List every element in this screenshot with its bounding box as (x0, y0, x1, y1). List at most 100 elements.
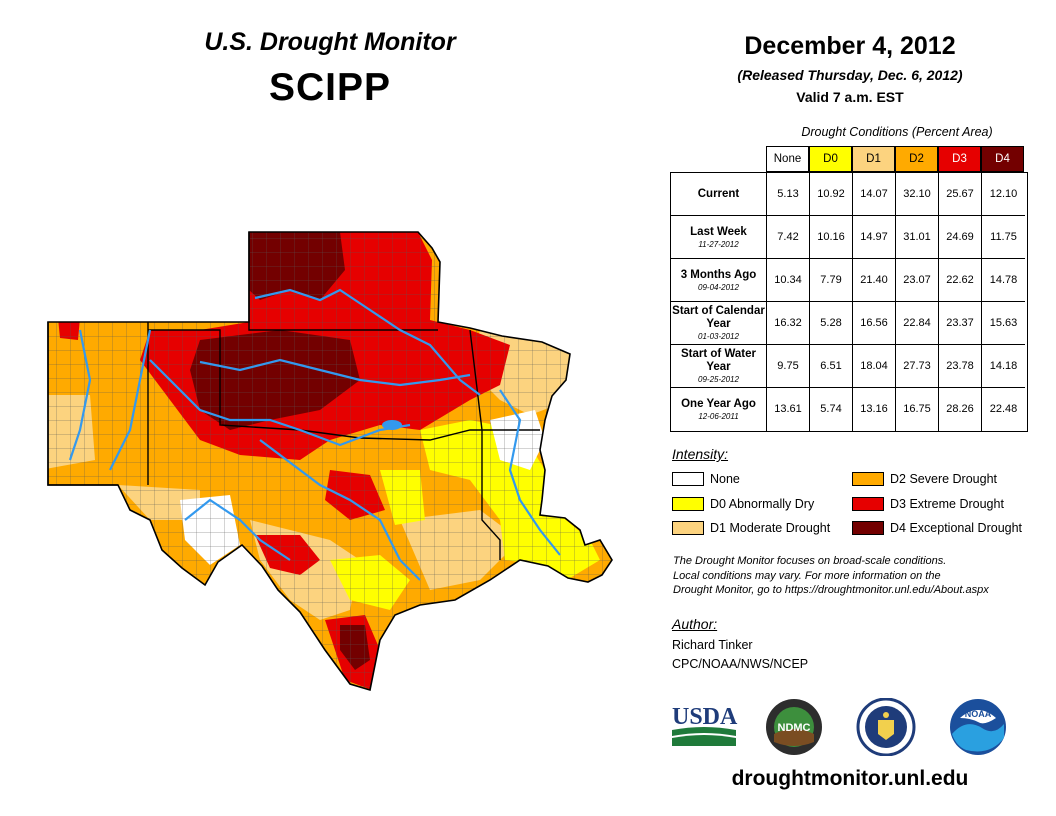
table-cell: 10.16 (810, 216, 853, 259)
col-d4: D4 (981, 146, 1024, 172)
conditions-table: Current 5.13 10.92 14.07 32.10 25.67 12.… (670, 172, 1028, 432)
border-new-mexico (47, 322, 118, 486)
conditions-title: Drought Conditions (Percent Area) (801, 125, 993, 139)
legend-label-d3: D3 Extreme Drought (890, 497, 1004, 511)
legend-title: Intensity: (672, 446, 729, 462)
table-cell: 27.73 (896, 345, 939, 388)
table-cell: 24.69 (939, 216, 982, 259)
table-cell: 5.74 (810, 388, 853, 431)
row-name: Current (697, 187, 740, 200)
table-cell: 12.10 (982, 173, 1025, 216)
table-cell: 23.07 (896, 259, 939, 302)
row-name: Start of Calendar Year (672, 305, 765, 330)
row-name: Last Week (690, 225, 747, 238)
table-cell: 28.26 (939, 388, 982, 431)
region-title: SCIPP (268, 66, 392, 109)
ndmc-logo-text: NDMC (778, 722, 811, 734)
legend-label-d4: D4 Exceptional Drought (890, 521, 1023, 535)
table-cell: 14.78 (982, 259, 1025, 302)
disclaimer-note: The Drought Monitor focuses on broad-sca… (673, 554, 1043, 598)
row-date: 09-25-2012 (698, 375, 739, 384)
table-cell: 18.04 (853, 345, 896, 388)
author-heading: Author: (672, 616, 718, 632)
valid-time: Valid 7 a.m. EST (796, 89, 904, 105)
table-cell: 16.32 (767, 302, 810, 345)
website-link[interactable]: droughtmonitor.unl.edu (731, 767, 969, 790)
usda-logo: USDA (672, 704, 738, 746)
col-d3: D3 (938, 146, 981, 172)
col-d2: D2 (895, 146, 938, 172)
table-cell: 14.97 (853, 216, 896, 259)
table-cell: 23.37 (939, 302, 982, 345)
table-cell: 32.10 (896, 173, 939, 216)
county-lines (48, 232, 612, 690)
note-line-2: Local conditions may vary. For more info… (673, 569, 941, 582)
table-cell: 10.34 (767, 259, 810, 302)
table-cell: 16.56 (853, 302, 896, 345)
table-cell: 22.84 (896, 302, 939, 345)
author-org: CPC/NOAA/NWS/NCEP (672, 657, 809, 671)
table-cell: 14.18 (982, 345, 1025, 388)
table-cell: 13.61 (767, 388, 810, 431)
table-cell: 9.75 (767, 345, 810, 388)
table-cell: 13.16 (853, 388, 896, 431)
row-date: 11-27-2012 (698, 239, 739, 249)
border-kansas (248, 232, 438, 331)
table-cell: 7.79 (810, 259, 853, 302)
monitor-title: U.S. Drought Monitor (204, 28, 456, 56)
table-cell: 23.78 (939, 345, 982, 388)
table-cell: 25.67 (939, 173, 982, 216)
col-d0: D0 (809, 146, 852, 172)
row-date: 09-04-2012 (698, 282, 739, 292)
usda-logo-text: USDA (672, 704, 738, 730)
commerce-seal-logo (856, 698, 916, 756)
table-cell: 5.13 (767, 173, 810, 216)
table-row: Start of Water Year 09-25-2012 9.75 6.51 … (671, 345, 1027, 388)
table-cell: 15.63 (982, 302, 1025, 345)
table-cell: 21.40 (853, 259, 896, 302)
legend-swatch-d0 (672, 497, 704, 511)
legend-label-d1: D1 Moderate Drought (710, 521, 831, 535)
legend-swatch-d1 (672, 521, 704, 535)
region-outline (47, 231, 613, 692)
table-cell: 10.92 (810, 173, 853, 216)
col-d1: D1 (852, 146, 895, 172)
map-date: December 4, 2012 (744, 32, 956, 60)
table-row: 3 Months Ago 09-04-2012 10.34 7.79 21.40 … (671, 259, 1027, 302)
table-cell: 6.51 (810, 345, 853, 388)
row-date: 12-06-2011 (698, 412, 739, 421)
row-name: One Year Ago (681, 398, 756, 410)
row-name: Start of Water Year (681, 348, 756, 373)
release-date: (Released Thursday, Dec. 6, 2012) (737, 67, 963, 83)
author-name: Richard Tinker (672, 638, 753, 652)
legend-swatch-none (672, 472, 704, 486)
table-row: Last Week 11-27-2012 7.42 10.16 14.97 31.… (671, 216, 1027, 259)
drought-map (47, 231, 613, 692)
table-cell: 31.01 (896, 216, 939, 259)
legend-label-d2: D2 Severe Drought (890, 472, 998, 486)
table-cell: 5.28 (810, 302, 853, 345)
table-row: Start of Calendar Year 01-03-2012 16.32 5… (671, 302, 1027, 345)
noaa-logo: NOAA (950, 699, 1006, 755)
noaa-logo-text: NOAA (965, 709, 992, 719)
legend-label-none: None (710, 472, 740, 486)
lake-texoma (382, 420, 402, 430)
table-row: One Year Ago 12-06-2011 13.61 5.74 13.16 … (671, 388, 1027, 431)
table-row: Current 5.13 10.92 14.07 32.10 25.67 12.… (671, 173, 1027, 216)
row-name: 3 Months Ago (680, 268, 757, 281)
legend-swatch-d4 (852, 521, 884, 535)
table-cell: 22.48 (989, 403, 1018, 415)
col-none: None (766, 146, 809, 172)
border-texas-louisiana (481, 430, 501, 560)
table-cell: 11.75 (982, 216, 1025, 259)
note-line-1: The Drought Monitor focuses on broad-sca… (673, 555, 947, 567)
table-cell: 7.42 (767, 216, 810, 259)
legend-swatch-d3 (852, 497, 884, 511)
note-line-3[interactable]: Drought Monitor, go to https://droughtmo… (673, 584, 989, 596)
legend-label-d0: D0 Abnormally Dry (710, 497, 815, 511)
rivers (68, 288, 561, 581)
ndmc-logo: NDMC (766, 699, 822, 755)
table-cell: 14.07 (853, 173, 896, 216)
table-cell: 16.75 (896, 388, 939, 431)
border-oklahoma-arkansas (469, 329, 540, 431)
